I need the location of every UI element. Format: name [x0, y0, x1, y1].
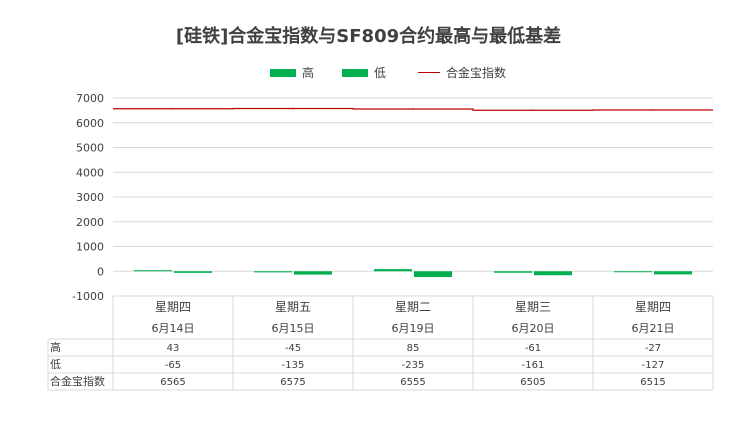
bar-high — [494, 271, 532, 273]
bar-low — [294, 271, 332, 275]
table-cell: -161 — [522, 360, 545, 371]
category-date: 6月14日 — [152, 322, 195, 335]
bar-low — [534, 271, 572, 276]
legend-label-low: 低 — [374, 66, 387, 80]
bar-low — [654, 271, 692, 275]
bar-high — [134, 270, 172, 272]
chart-title: [硅铁]合金宝指数与SF809合约最高与最低基差 — [175, 26, 562, 47]
legend-swatch-index — [418, 72, 440, 73]
table-cell: -45 — [285, 343, 301, 354]
table-cell: -235 — [402, 360, 425, 371]
index-point — [532, 109, 534, 112]
table-cell: 6575 — [280, 377, 305, 388]
legend-item-high: 高 — [270, 64, 314, 81]
index-point — [412, 108, 414, 110]
index-point — [172, 107, 174, 110]
table-cell: 6505 — [520, 377, 545, 388]
table-cell: 6515 — [640, 377, 665, 388]
table-cell: -65 — [165, 360, 181, 371]
bar-high — [374, 269, 412, 272]
category-weekday: 星期四 — [155, 300, 191, 314]
y-tick-label: 1000 — [76, 241, 104, 254]
y-tick-label: 2000 — [76, 216, 104, 229]
bar-high — [614, 271, 652, 273]
y-tick-label: 5000 — [76, 142, 104, 155]
bar-low — [174, 271, 212, 273]
legend-label-high: 高 — [302, 66, 315, 80]
legend-item-low: 低 — [342, 64, 386, 81]
legend-item-index: 合金宝指数 — [418, 64, 506, 81]
table-row-label: 合金宝指数 — [50, 374, 105, 388]
table-cell: 6565 — [160, 377, 185, 388]
legend-swatch-low — [342, 68, 368, 77]
table-cell: -135 — [282, 360, 305, 371]
index-point — [292, 107, 294, 110]
bar-high — [254, 271, 292, 273]
legend-swatch-high — [270, 68, 296, 77]
category-weekday: 星期三 — [515, 300, 551, 314]
y-tick-label: 4000 — [76, 166, 104, 179]
category-weekday: 星期五 — [275, 300, 311, 314]
index-point — [652, 109, 654, 111]
category-date: 6月15日 — [272, 322, 315, 335]
table-row-label: 低 — [50, 358, 61, 371]
table-cell: 43 — [167, 343, 180, 354]
y-tick-label: -1000 — [72, 290, 104, 303]
category-weekday: 星期二 — [395, 300, 431, 314]
category-weekday: 星期四 — [635, 300, 671, 314]
legend: 高 低 合金宝指数 — [0, 64, 737, 82]
legend-label-index: 合金宝指数 — [446, 66, 507, 80]
y-tick-label: 3000 — [76, 191, 104, 204]
category-date: 6月19日 — [392, 322, 435, 335]
table-cell: 6555 — [400, 377, 425, 388]
table-cell: 85 — [407, 343, 420, 354]
bar-low — [414, 271, 452, 278]
table-cell: -27 — [645, 343, 661, 354]
table-row-label: 高 — [50, 340, 61, 354]
category-date: 6月20日 — [512, 322, 555, 335]
y-tick-label: 7000 — [76, 92, 104, 105]
table-cell: -127 — [642, 360, 665, 371]
y-tick-label: 0 — [97, 265, 104, 278]
table-cell: -61 — [525, 343, 541, 354]
y-tick-label: 6000 — [76, 117, 104, 130]
category-date: 6月21日 — [632, 322, 675, 335]
